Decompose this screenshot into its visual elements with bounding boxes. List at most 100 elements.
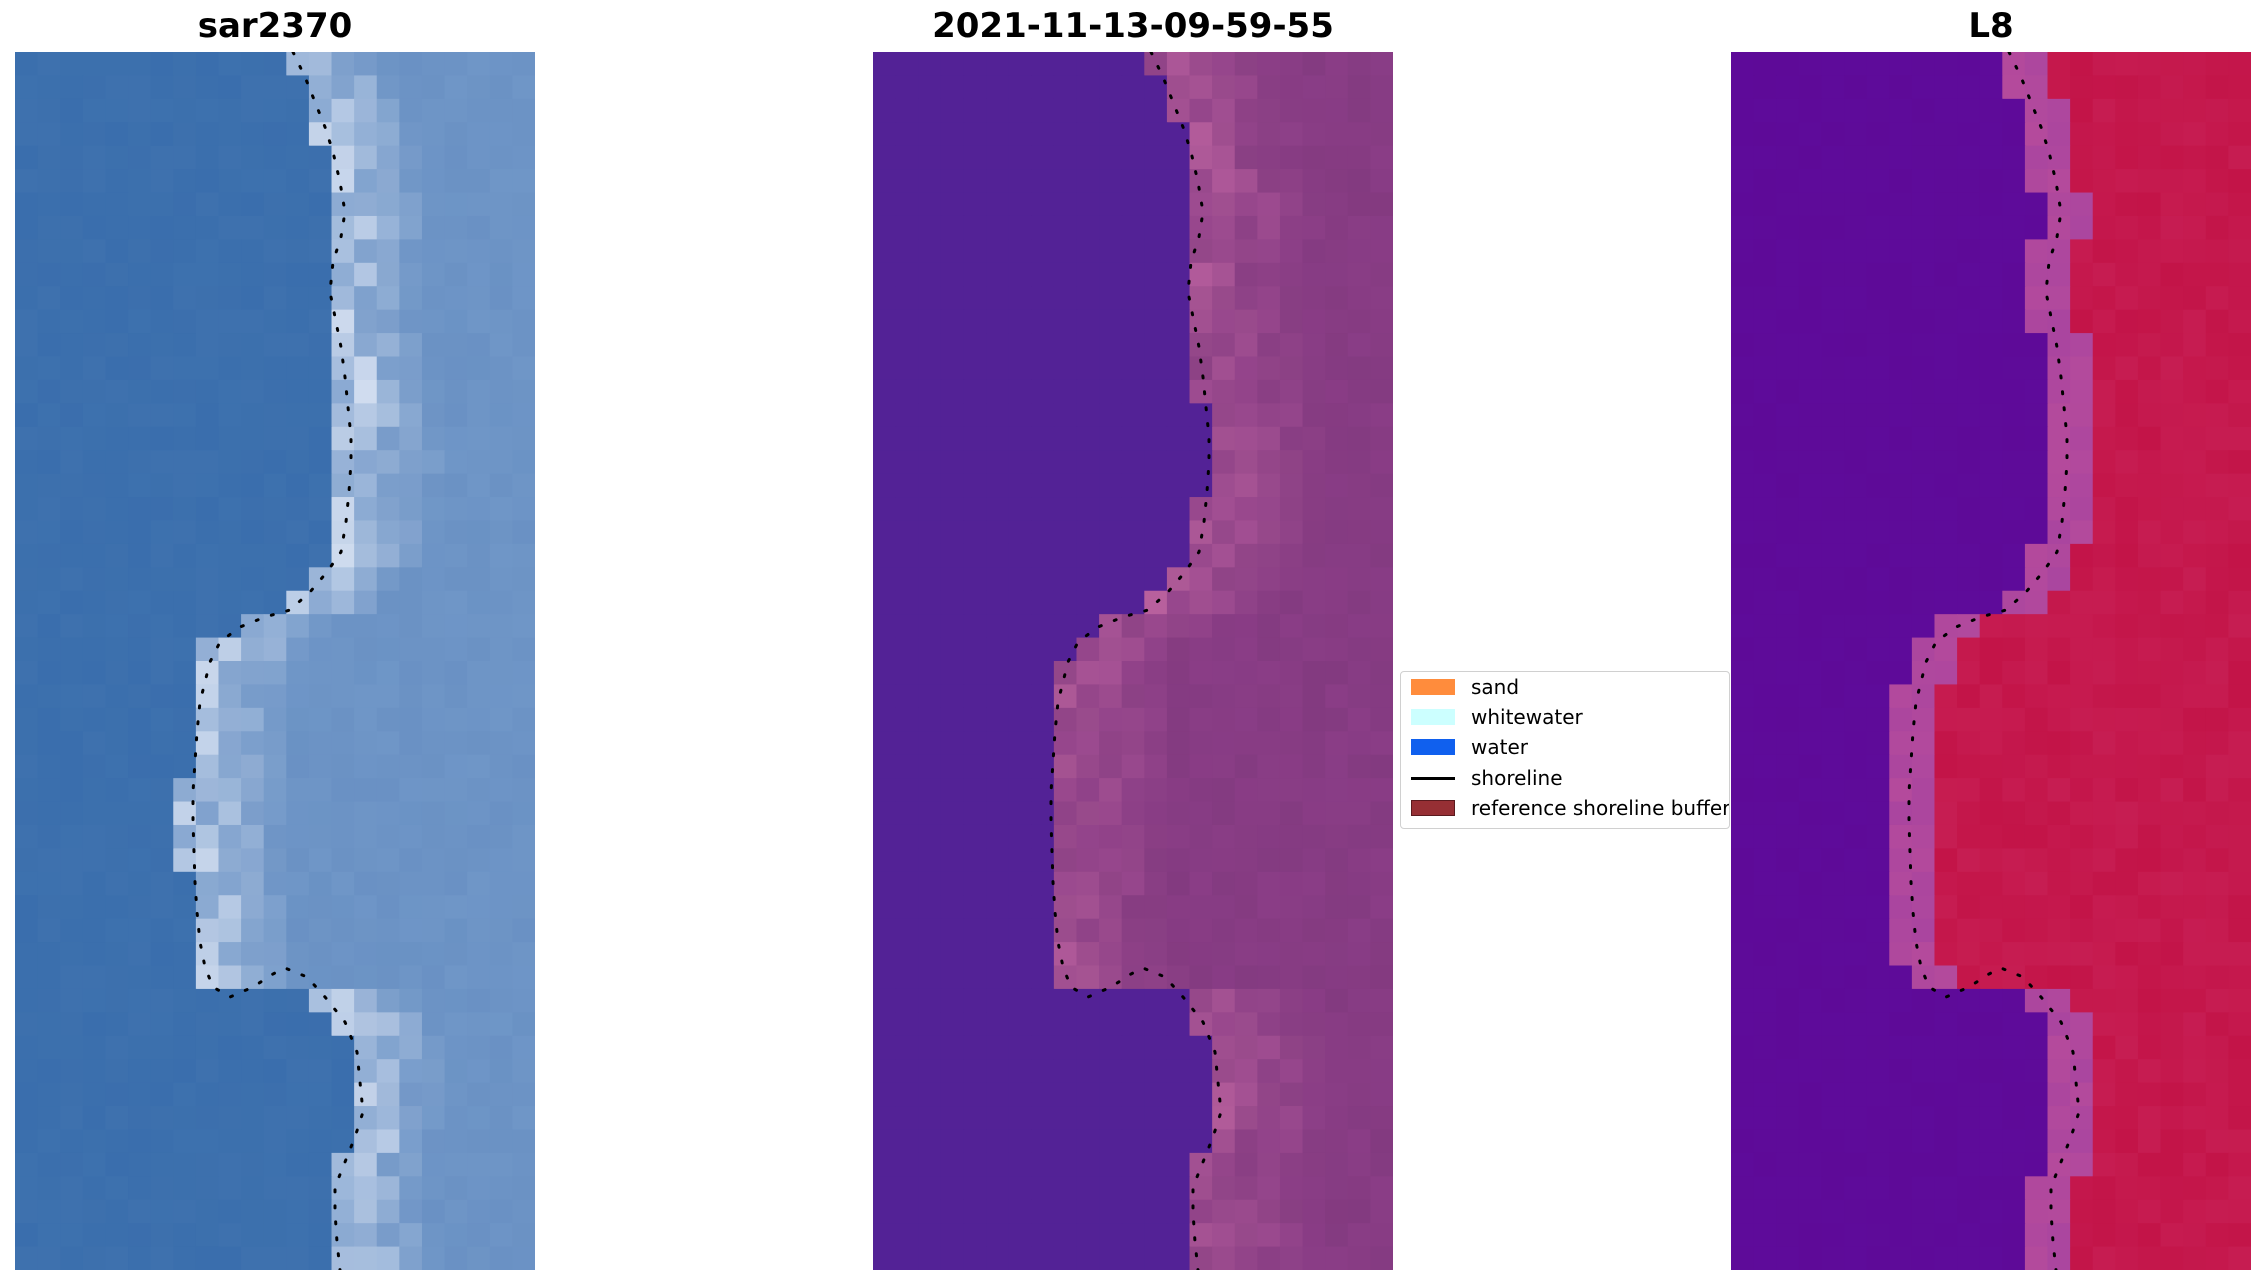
- raster-pixel: [2047, 1082, 2071, 1107]
- raster-pixel: [2205, 1012, 2229, 1037]
- raster-pixel: [1753, 403, 1777, 428]
- raster-pixel: [37, 637, 61, 662]
- raster-pixel: [489, 1082, 513, 1107]
- raster-pixel: [1753, 684, 1777, 709]
- raster-pixel: [2228, 1012, 2251, 1037]
- raster-pixel: [1957, 426, 1981, 451]
- raster-pixel: [2047, 637, 2071, 662]
- raster-pixel: [2070, 965, 2094, 990]
- raster-pixel: [1731, 1059, 1755, 1084]
- raster-pixel: [444, 1059, 468, 1084]
- raster-pixel: [263, 824, 287, 849]
- raster-pixel: [1347, 379, 1371, 404]
- raster-pixel: [2047, 473, 2071, 498]
- raster-pixel: [128, 1082, 152, 1107]
- raster-pixel: [2160, 1106, 2184, 1131]
- raster-pixel: [218, 1152, 242, 1177]
- raster-pixel: [128, 1106, 152, 1131]
- raster-pixel: [1934, 473, 1958, 498]
- raster-pixel: [399, 895, 423, 920]
- raster-pixel: [2183, 965, 2207, 990]
- raster-pixel: [263, 215, 287, 240]
- raster-pixel: [263, 75, 287, 100]
- raster-pixel: [2024, 262, 2049, 287]
- raster-pixel: [873, 778, 897, 803]
- raster-pixel: [2160, 286, 2184, 311]
- raster-pixel: [1008, 98, 1032, 123]
- raster-pixel: [940, 567, 965, 592]
- raster-pixel: [1031, 965, 1055, 990]
- raster-pixel: [2160, 543, 2184, 568]
- raster-pixel: [963, 918, 987, 943]
- raster-pixel: [1212, 473, 1236, 498]
- raster-pixel: [2115, 520, 2139, 545]
- raster-pixel: [1257, 426, 1281, 451]
- raster-pixel: [399, 965, 423, 990]
- raster-pixel: [986, 450, 1010, 475]
- raster-pixel: [1798, 754, 1823, 779]
- raster-pixel: [873, 262, 897, 287]
- raster-pixel: [1189, 778, 1213, 803]
- raster-pixel: [150, 590, 174, 615]
- raster-pixel: [421, 871, 446, 896]
- raster-pixel: [1370, 848, 1393, 873]
- raster-pixel: [1844, 426, 1868, 451]
- raster-pixel: [444, 98, 468, 123]
- raster-pixel: [1076, 637, 1100, 662]
- raster-pixel: [60, 1059, 84, 1084]
- raster-pixel: [1234, 707, 1258, 732]
- raster-pixel: [82, 1082, 107, 1107]
- raster-pixel: [2002, 1059, 2026, 1084]
- raster-pixel: [128, 614, 152, 639]
- raster-pixel: [1979, 965, 2003, 990]
- raster-pixel: [263, 52, 287, 77]
- raster-pixel: [195, 497, 220, 522]
- raster-pixel: [2160, 731, 2184, 756]
- raster-pixel: [1257, 75, 1281, 100]
- raster-pixel: [354, 1082, 378, 1107]
- raster-pixel: [421, 145, 446, 170]
- raster-pixel: [1121, 1152, 1145, 1177]
- raster-pixel: [895, 192, 919, 217]
- raster-pixel: [308, 1176, 333, 1201]
- raster-pixel: [105, 1012, 129, 1037]
- raster-pixel: [1189, 1129, 1213, 1154]
- raster-pixel: [1753, 379, 1777, 404]
- raster-pixel: [2228, 1082, 2251, 1107]
- raster-pixel: [286, 661, 310, 686]
- raster-pixel: [2228, 497, 2251, 522]
- raster-pixel: [376, 403, 400, 428]
- raster-pixel: [195, 122, 220, 147]
- raster-pixel: [986, 497, 1010, 522]
- raster-pixel: [37, 614, 61, 639]
- raster-pixel: [1731, 145, 1755, 170]
- raster-pixel: [2024, 707, 2049, 732]
- raster-pixel: [376, 1176, 400, 1201]
- raster-pixel: [2092, 1246, 2116, 1270]
- raster-pixel: [1866, 1106, 1890, 1131]
- raster-pixel: [1844, 333, 1868, 358]
- raster-pixel: [1257, 661, 1281, 686]
- raster-pixel: [2092, 778, 2116, 803]
- raster-pixel: [918, 145, 942, 170]
- raster-pixel: [940, 215, 965, 240]
- raster-pixel: [1798, 333, 1823, 358]
- raster-pixel: [15, 520, 39, 545]
- raster-pixel: [1776, 1129, 1800, 1154]
- raster-pixel: [150, 262, 174, 287]
- raster-pixel: [2115, 356, 2139, 381]
- raster-pixel: [1889, 895, 1913, 920]
- raster-pixel: [2070, 145, 2094, 170]
- raster-pixel: [1934, 590, 1958, 615]
- raster-pixel: [37, 1176, 61, 1201]
- raster-pixel: [1144, 1059, 1168, 1084]
- raster-pixel: [1053, 426, 1078, 451]
- raster-pixel: [1844, 145, 1868, 170]
- raster-pixel: [173, 614, 197, 639]
- raster-pixel: [1212, 497, 1236, 522]
- raster-pixel: [940, 379, 965, 404]
- raster-pixel: [195, 754, 220, 779]
- raster-pixel: [2228, 473, 2251, 498]
- raster-pixel: [512, 942, 535, 967]
- raster-pixel: [1053, 590, 1078, 615]
